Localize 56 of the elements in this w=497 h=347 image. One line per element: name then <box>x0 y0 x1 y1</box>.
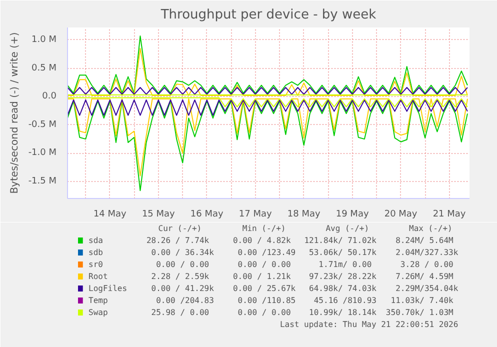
x-tick-label: 19 May <box>336 210 370 220</box>
text: 7.26M/ 4.59M <box>396 272 454 281</box>
text: 10.99k/ 18.14k <box>309 308 377 317</box>
legend-label: LogFiles <box>88 284 128 293</box>
text: Min (-/+) <box>242 224 286 233</box>
text: 0.00 /123.49 <box>238 248 296 257</box>
text: 0.00 / 36.34k <box>151 248 214 257</box>
text: 25.98 / 0.00 <box>151 308 210 317</box>
x-tick-label: 20 May <box>384 210 418 220</box>
text: 45.16 /810.93 <box>314 296 377 305</box>
text: 53.06k/ 50.17k <box>309 248 377 257</box>
x-tick-label: 17 May <box>238 210 273 220</box>
text: 3.28 / 0.00 <box>400 260 454 269</box>
x-tick-label: 16 May <box>190 210 224 220</box>
y-tick-label: -1.5 M <box>28 176 56 187</box>
text: 0.00 / 0.00 <box>238 260 291 269</box>
text: 0.00 /110.85 <box>238 296 296 305</box>
text: 8.24M/ 5.64M <box>396 236 454 245</box>
text: 2.29M/354.04k <box>396 284 458 293</box>
y-tick-label: 0.5 M <box>32 63 57 74</box>
x-tick-label: 18 May <box>287 210 321 220</box>
x-tick-label: 14 May <box>93 210 128 220</box>
text: 0.00 / 0.00 <box>238 308 291 317</box>
x-tick-label: 15 May <box>142 210 176 220</box>
text: 0.00 /204.83 <box>156 296 214 305</box>
legend-label: sdb <box>88 248 104 257</box>
text: Max (-/+) <box>409 224 452 233</box>
y-tick-label: -0.5 M <box>28 120 56 130</box>
text: Last update: Thu May 21 22:00:51 2026 <box>280 320 458 329</box>
text: 2.04M/327.33k <box>396 248 458 257</box>
y-axis-title: Bytes/second read (-) / write (+) <box>9 32 20 194</box>
text: 0.00 / 1.21k <box>232 272 291 281</box>
y-tick-label: -1.0 M <box>28 148 56 158</box>
chart-title: Throughput per device - by week <box>160 8 377 22</box>
text: 0.00 / 4.82k <box>232 236 291 245</box>
text: 0.00 / 0.00 <box>156 260 210 269</box>
x-tick-label: 21 May <box>432 210 466 220</box>
text: 350.70k/ 1.03M <box>386 308 454 317</box>
text: 0.00 / 25.67k <box>232 284 296 293</box>
text: 11.03k/ 7.40k <box>390 296 454 305</box>
text: 97.23k/ 28.22k <box>309 272 377 281</box>
legend-label: sr0 <box>88 260 104 269</box>
text: 2.28 / 2.59k <box>151 272 210 281</box>
legend-label: sda <box>88 236 104 245</box>
text: 28.26 / 7.74k <box>146 236 210 245</box>
text: 0.00 / 41.29k <box>151 284 214 293</box>
text: 64.98k/ 74.03k <box>309 284 377 293</box>
legend-label: Swap <box>88 308 108 317</box>
text: Cur (-/+) <box>158 224 202 233</box>
y-tick-label: 0.0 <box>42 92 57 102</box>
text: 121.84k/ 71.02k <box>304 236 377 245</box>
text: 1.71m/ 0.00 <box>318 260 372 269</box>
legend-label: Root <box>88 272 108 281</box>
legend-label: Temp <box>88 296 108 305</box>
text: Avg (-/+) <box>326 224 370 233</box>
y-tick-label: 1.0 M <box>32 34 57 45</box>
